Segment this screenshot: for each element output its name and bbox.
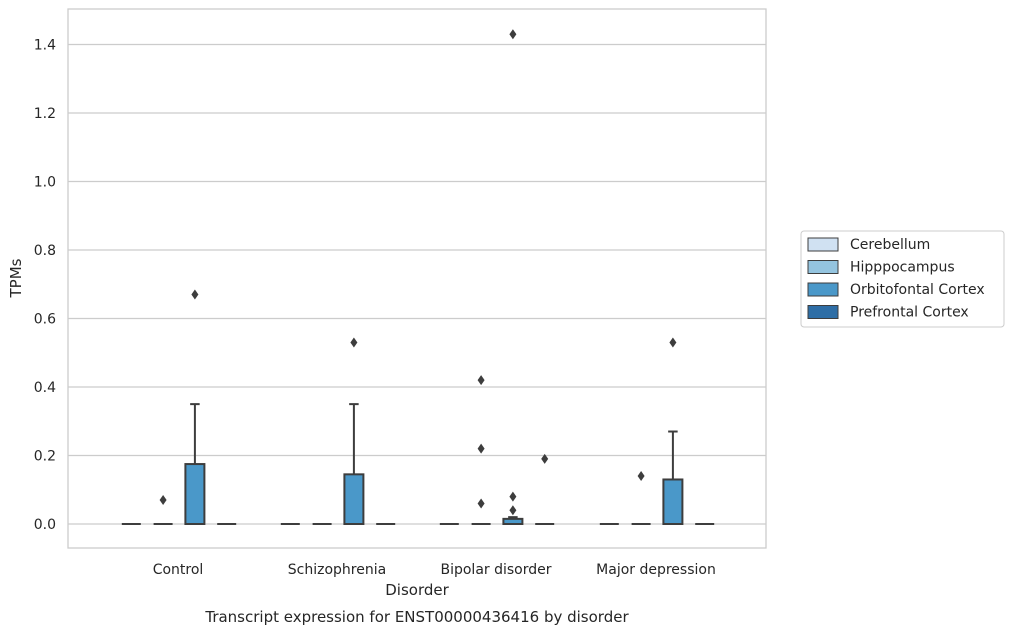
legend-label: Cerebellum: [850, 237, 930, 253]
plot-area-frame: [67, 8, 767, 549]
box-group: [184, 289, 206, 525]
legend-swatch: [807, 260, 839, 274]
x-tick-label: Schizophrenia: [288, 562, 386, 578]
figure-caption: Transcript expression for ENST0000043641…: [204, 608, 629, 626]
box-group: [535, 453, 555, 525]
outlier-point: [509, 491, 517, 502]
legend-swatch: [807, 282, 839, 297]
box: [662, 478, 684, 526]
box: [184, 463, 206, 525]
outlier-point: [477, 498, 485, 509]
outlier-point: [477, 443, 485, 454]
legend: Cerebellum Hipppocampus Orbitofontal Corte…: [800, 230, 1005, 328]
y-tick-label: 1.2: [34, 106, 56, 122]
x-tick-label: Bipolar disorder: [440, 562, 551, 578]
x-tick-label: Major depression: [596, 562, 716, 578]
legend-label: Hipppocampus: [850, 260, 955, 276]
legend-frame: [800, 230, 1005, 328]
outlier-point: [350, 337, 358, 348]
y-tick-label: 0.0: [34, 517, 56, 533]
legend-swatch: [807, 305, 839, 319]
outlier-point: [509, 505, 517, 516]
box-group: [343, 337, 365, 525]
box-group: [662, 337, 684, 526]
y-tick-label: 0.8: [34, 243, 56, 259]
box: [343, 473, 365, 525]
y-tick-label: 0.4: [34, 380, 56, 396]
x-axis-label: Disorder: [385, 581, 449, 599]
y-axis-ticks: 0.0 0.2 0.4 0.6 0.8 1.0 1.2 1.4: [34, 38, 56, 534]
legend-label: Orbitofontal Cortex: [850, 282, 985, 298]
y-tick-label: 1.0: [34, 175, 56, 191]
y-tick-label: 0.2: [34, 449, 56, 465]
outlier-point: [159, 495, 167, 506]
outlier-point: [509, 29, 517, 40]
grid-lines: [68, 43, 766, 525]
box-group: [471, 375, 491, 525]
box-marks: [121, 29, 715, 526]
legend-label: Prefrontal Cortex: [850, 305, 969, 321]
box-group: [631, 471, 651, 525]
outlier-point: [669, 337, 677, 348]
y-tick-label: 1.4: [34, 38, 56, 54]
outlier-point: [477, 375, 485, 386]
legend-swatch: [807, 237, 839, 252]
x-tick-label: Control: [153, 562, 204, 578]
box-group: [502, 29, 524, 525]
outlier-point: [191, 289, 199, 300]
legend-items: Cerebellum Hipppocampus Orbitofontal Corte…: [807, 237, 985, 321]
x-axis-ticks: Control Schizophrenia Bipolar disorder Majo…: [153, 562, 716, 578]
outlier-point: [541, 453, 549, 464]
y-axis-label: TPMs: [7, 258, 25, 298]
box-group: [153, 495, 173, 525]
outlier-point: [637, 471, 645, 482]
y-tick-label: 0.6: [34, 312, 56, 328]
